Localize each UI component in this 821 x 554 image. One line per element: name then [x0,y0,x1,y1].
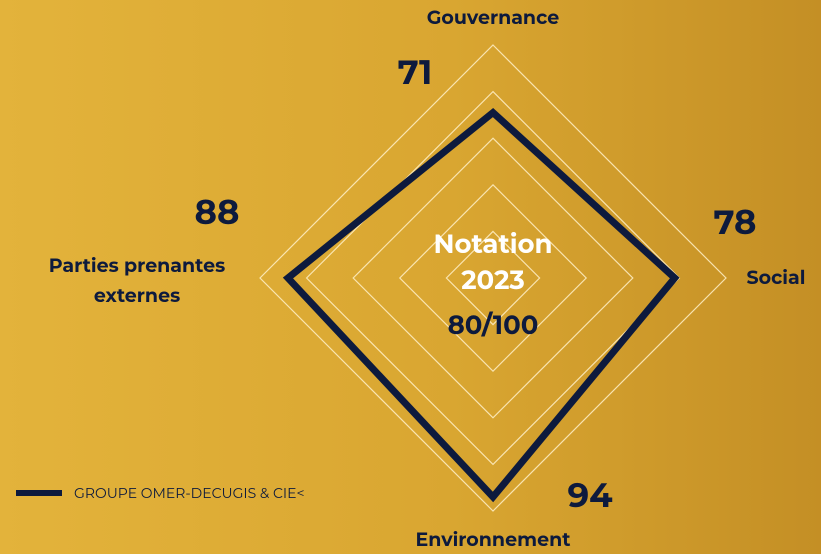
data-label: 94 [567,474,613,516]
axis-label: Parties prenantes externes [48,254,226,307]
grid-ring [352,137,634,419]
data-label: 71 [397,51,433,93]
series-line [282,107,680,503]
axis-label: Environnement [415,528,571,551]
legend-label: GROUPE OMER-DECUGIS & CIE< [74,484,305,502]
axis-label: Gouvernance [426,6,560,29]
data-label: 88 [194,191,240,233]
grid-ring [259,44,727,512]
axis-label: Social [746,266,806,289]
center-title: Notation 2023 [433,228,553,296]
grid-ring [398,183,588,373]
data-label: 78 [713,201,757,243]
center-score: 80/100 [447,309,539,341]
legend: GROUPE OMER-DECUGIS & CIE< [16,484,305,502]
grid-ring [445,230,541,326]
legend-swatch [16,490,62,496]
